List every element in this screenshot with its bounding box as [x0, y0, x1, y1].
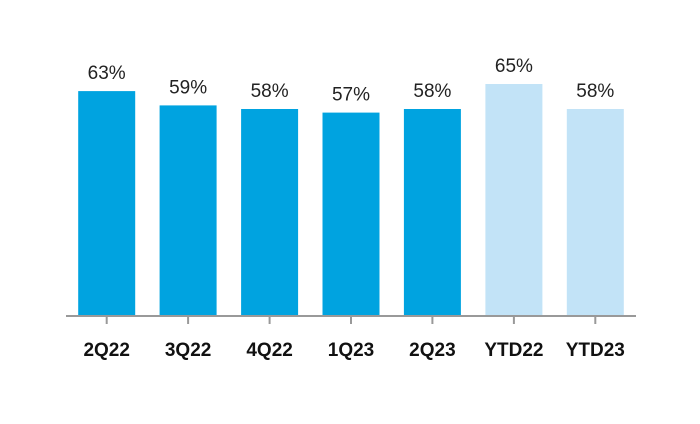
bar-ytd22	[485, 84, 543, 316]
value-label-ytd22: 65%	[495, 56, 533, 77]
value-labels-group: 63% 59% 58% 57% 58% 65% 58%	[88, 56, 615, 106]
value-label-1q23: 57%	[332, 85, 370, 106]
x-ticks-group	[105, 316, 597, 324]
value-label-3q22: 59%	[169, 77, 207, 98]
bar-ytd23	[566, 109, 624, 316]
bars-group	[78, 84, 624, 317]
bar-2q22	[78, 91, 136, 316]
value-label-ytd23: 58%	[576, 81, 614, 102]
x-tick-label-3q22: 3Q22	[165, 340, 211, 361]
bar-1q23	[322, 112, 380, 316]
bar-4q22	[241, 109, 299, 316]
bar-3q22	[159, 105, 217, 317]
x-tick-label-ytd22: YTD22	[484, 340, 543, 361]
value-label-2q22: 63%	[88, 63, 126, 84]
x-tick-labels-group: 2Q22 3Q22 4Q22 1Q23 2Q23 YTD22 YTD23	[83, 340, 624, 361]
value-label-2q23: 58%	[413, 81, 451, 102]
x-tick-label-2q22: 2Q22	[83, 340, 129, 361]
value-label-4q22: 58%	[251, 81, 289, 102]
x-tick-label-1q23: 1Q23	[328, 340, 374, 361]
x-tick-label-ytd23: YTD23	[566, 340, 625, 361]
x-tick-label-2q23: 2Q23	[409, 340, 455, 361]
bar-2q23	[403, 109, 461, 316]
x-tick-label-4q22: 4Q22	[246, 340, 292, 361]
